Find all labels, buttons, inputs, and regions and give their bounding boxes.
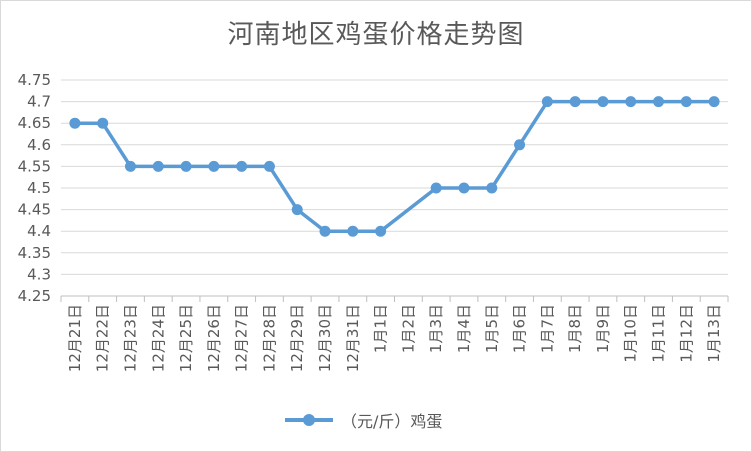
y-tick-label: 4.45 — [18, 201, 51, 219]
x-tick-label: 1月6日 — [511, 304, 529, 353]
data-point — [180, 160, 192, 172]
x-tick-label: 1月5日 — [483, 304, 501, 353]
y-tick-label: 4.25 — [18, 287, 51, 305]
x-tick-label: 12月21日 — [66, 304, 84, 372]
x-tick-label: 1月3日 — [427, 304, 445, 353]
data-point — [124, 160, 136, 172]
x-tick-label: 12月23日 — [121, 304, 139, 372]
data-point — [486, 182, 498, 194]
x-tick-label: 12月27日 — [233, 304, 251, 372]
data-point — [208, 160, 220, 172]
x-tick-label: 1月2日 — [399, 304, 417, 353]
x-tick-label: 1月13日 — [705, 304, 723, 363]
y-tick-label: 4.35 — [18, 244, 51, 262]
x-tick-label: 12月25日 — [177, 304, 195, 372]
y-tick-label: 4.3 — [27, 265, 51, 283]
data-point — [680, 96, 692, 108]
y-tick-label: 4.7 — [27, 93, 51, 111]
y-tick-label: 4.6 — [27, 136, 51, 154]
data-point — [625, 96, 637, 108]
data-point — [69, 117, 81, 129]
y-tick-label: 4.75 — [18, 71, 51, 89]
y-tick-label: 4.55 — [18, 157, 51, 175]
data-point — [263, 160, 275, 172]
data-point — [152, 160, 164, 172]
x-tick-label: 1月10日 — [622, 304, 640, 363]
chart-title: 河南地区鸡蛋价格走势图 — [227, 20, 525, 50]
data-point — [375, 225, 387, 237]
x-tick-label: 12月28日 — [260, 304, 278, 372]
x-tick-label: 1月7日 — [538, 304, 556, 353]
x-tick-label: 1月1日 — [372, 304, 390, 353]
x-tick-label: 12月31日 — [344, 304, 362, 372]
series-layer — [69, 96, 720, 237]
data-point — [569, 96, 581, 108]
gridlines — [61, 79, 728, 297]
x-axis: 12月21日 12月22日 12月23日 12月24日 12月25日 12月26日 12月2… — [60, 296, 729, 372]
x-tick-label: 12月24日 — [149, 304, 167, 372]
data-point — [347, 225, 359, 237]
legend-marker — [285, 414, 333, 426]
data-point — [458, 182, 470, 194]
data-point — [708, 96, 720, 108]
x-tick-label: 1月11日 — [650, 304, 668, 363]
y-tick-label: 4.5 — [27, 179, 51, 197]
legend-dot-icon — [303, 414, 315, 426]
data-point — [430, 182, 442, 194]
y-tick-label: 4.65 — [18, 114, 51, 132]
data-point — [291, 204, 303, 216]
data-point — [653, 96, 665, 108]
y-tick-label: 4.4 — [27, 222, 51, 240]
x-tick-label: 1月8日 — [566, 304, 584, 353]
x-tick-label: 12月22日 — [94, 304, 112, 372]
x-tick-label: 12月30日 — [316, 304, 334, 372]
data-point — [97, 117, 109, 129]
legend: （元/斤）鸡蛋 — [285, 408, 442, 432]
data-point — [236, 160, 248, 172]
x-tick-label: 12月26日 — [205, 304, 223, 372]
legend-label: （元/斤）鸡蛋 — [341, 412, 443, 431]
x-tick-label: 1月4日 — [455, 304, 473, 353]
data-point — [514, 139, 526, 151]
y-axis-ticks: 4.25 4.3 4.35 4.4 4.45 4.5 4.55 4.6 4.65 4.7 4.75 — [18, 71, 51, 305]
data-point — [319, 225, 331, 237]
x-tick-label: 12月29日 — [288, 304, 306, 372]
data-point — [597, 96, 609, 108]
data-point — [541, 96, 553, 108]
x-tick-label: 1月12日 — [677, 304, 695, 363]
x-tick-label: 1月9日 — [594, 304, 612, 353]
